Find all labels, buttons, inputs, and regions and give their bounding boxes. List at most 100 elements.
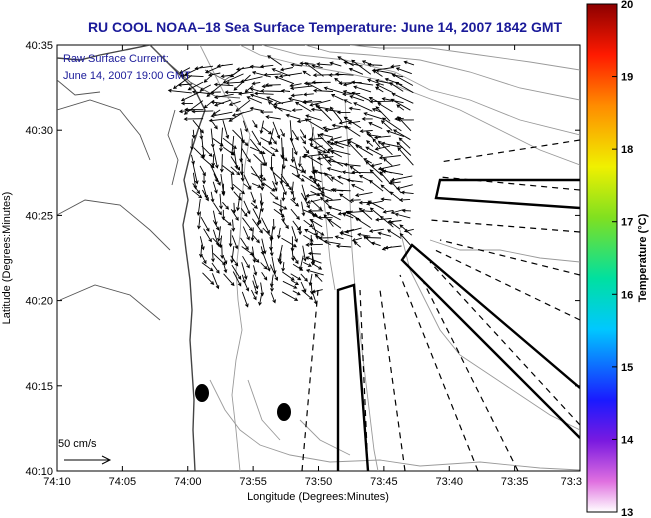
current-arrow <box>324 198 341 203</box>
current-arrow <box>235 99 251 112</box>
current-arrow <box>213 202 222 216</box>
radar-beams <box>301 139 580 471</box>
current-arrow <box>191 109 214 114</box>
current-arrow <box>368 96 382 104</box>
current-arrow <box>375 83 393 94</box>
current-arrow <box>386 229 402 239</box>
current-arrow <box>347 141 363 158</box>
current-arrow <box>363 158 373 164</box>
current-arrow <box>225 81 244 86</box>
current-arrow <box>369 169 383 183</box>
current-arrow <box>391 73 414 86</box>
current-arrow <box>310 107 322 112</box>
current-arrow <box>315 236 331 246</box>
current-arrow <box>329 61 342 67</box>
current-arrow <box>343 99 352 105</box>
current-arrow <box>251 172 267 181</box>
current-arrow <box>394 212 411 219</box>
current-arrow <box>262 127 273 135</box>
current-arrow <box>270 281 274 293</box>
current-arrow <box>280 182 287 196</box>
current-arrow <box>210 191 215 203</box>
current-arrow <box>192 163 199 185</box>
current-arrow <box>357 232 371 237</box>
current-arrow <box>223 263 228 274</box>
current-arrow <box>394 81 414 94</box>
current-arrow <box>281 291 299 301</box>
current-arrow <box>375 68 393 74</box>
current-arrow <box>200 254 207 265</box>
current-arrow <box>191 189 203 199</box>
current-arrow <box>240 208 248 217</box>
current-arrow <box>325 212 341 221</box>
current-arrow <box>333 140 351 147</box>
current-arrow <box>292 263 304 271</box>
current-arrow <box>187 81 204 91</box>
current-arrow <box>296 118 312 124</box>
current-arrow <box>251 130 262 146</box>
current-arrow <box>242 120 249 133</box>
y-axis-label: Latitude (Degrees:Minutes) <box>1 192 13 325</box>
current-arrow <box>290 208 300 221</box>
current-arrow <box>250 202 258 209</box>
current-arrow <box>365 146 384 157</box>
current-arrow <box>323 126 341 133</box>
current-arrow <box>293 255 299 265</box>
current-arrow <box>392 129 411 141</box>
current-arrow <box>369 99 392 104</box>
current-arrow <box>335 244 352 249</box>
current-arrow <box>260 262 268 270</box>
current-arrow <box>260 137 273 145</box>
current-arrow <box>213 82 234 87</box>
current-arrow <box>344 125 361 137</box>
scale-label: 50 cm/s <box>58 438 97 450</box>
current-arrow <box>307 251 321 256</box>
current-arrow <box>375 106 391 122</box>
current-arrow <box>194 65 214 71</box>
current-arrow <box>396 104 405 111</box>
x-tick-label: 73:3 <box>561 476 582 488</box>
current-arrow <box>326 140 344 149</box>
glider-boxes <box>336 178 580 471</box>
current-arrow <box>390 64 401 69</box>
current-arrow <box>208 117 233 123</box>
current-arrow <box>309 234 314 247</box>
current-arrow <box>211 121 218 130</box>
current-arrow <box>212 220 220 231</box>
y-tick-label: 40:30 <box>25 125 53 137</box>
current-arrow <box>307 209 324 213</box>
current-arrow <box>389 221 401 230</box>
current-arrow <box>303 219 314 228</box>
current-arrow <box>230 255 239 267</box>
current-arrow <box>261 154 268 167</box>
current-arrow <box>232 271 242 287</box>
current-arrow <box>210 128 215 149</box>
current-arrow <box>304 62 324 77</box>
current-arrow <box>379 171 392 185</box>
current-arrow <box>301 192 310 209</box>
current-arrow <box>289 85 314 91</box>
current-arrow <box>291 130 299 141</box>
current-arrow <box>196 198 201 216</box>
current-arrow <box>371 241 381 247</box>
current-arrow <box>386 129 405 138</box>
current-arrow <box>304 229 321 238</box>
current-arrow <box>241 246 254 256</box>
current-arrow <box>289 137 298 156</box>
current-arrow <box>303 92 314 97</box>
current-arrow <box>337 210 353 216</box>
current-arrow <box>274 75 295 85</box>
current-arrow <box>282 271 295 281</box>
current-arrow <box>256 208 262 227</box>
current-arrow <box>395 67 412 75</box>
current-arrow <box>202 189 209 202</box>
colorbar-ticks: 13 14 15 16 17 18 19 20 <box>612 0 634 518</box>
current-arrow <box>361 117 373 121</box>
current-arrow <box>313 145 323 150</box>
current-arrow <box>398 137 411 149</box>
current-arrow <box>382 209 394 214</box>
current-arrow <box>319 132 333 138</box>
current-arrow <box>212 138 224 147</box>
current-arrow <box>351 91 371 102</box>
current-arrow <box>327 205 342 212</box>
